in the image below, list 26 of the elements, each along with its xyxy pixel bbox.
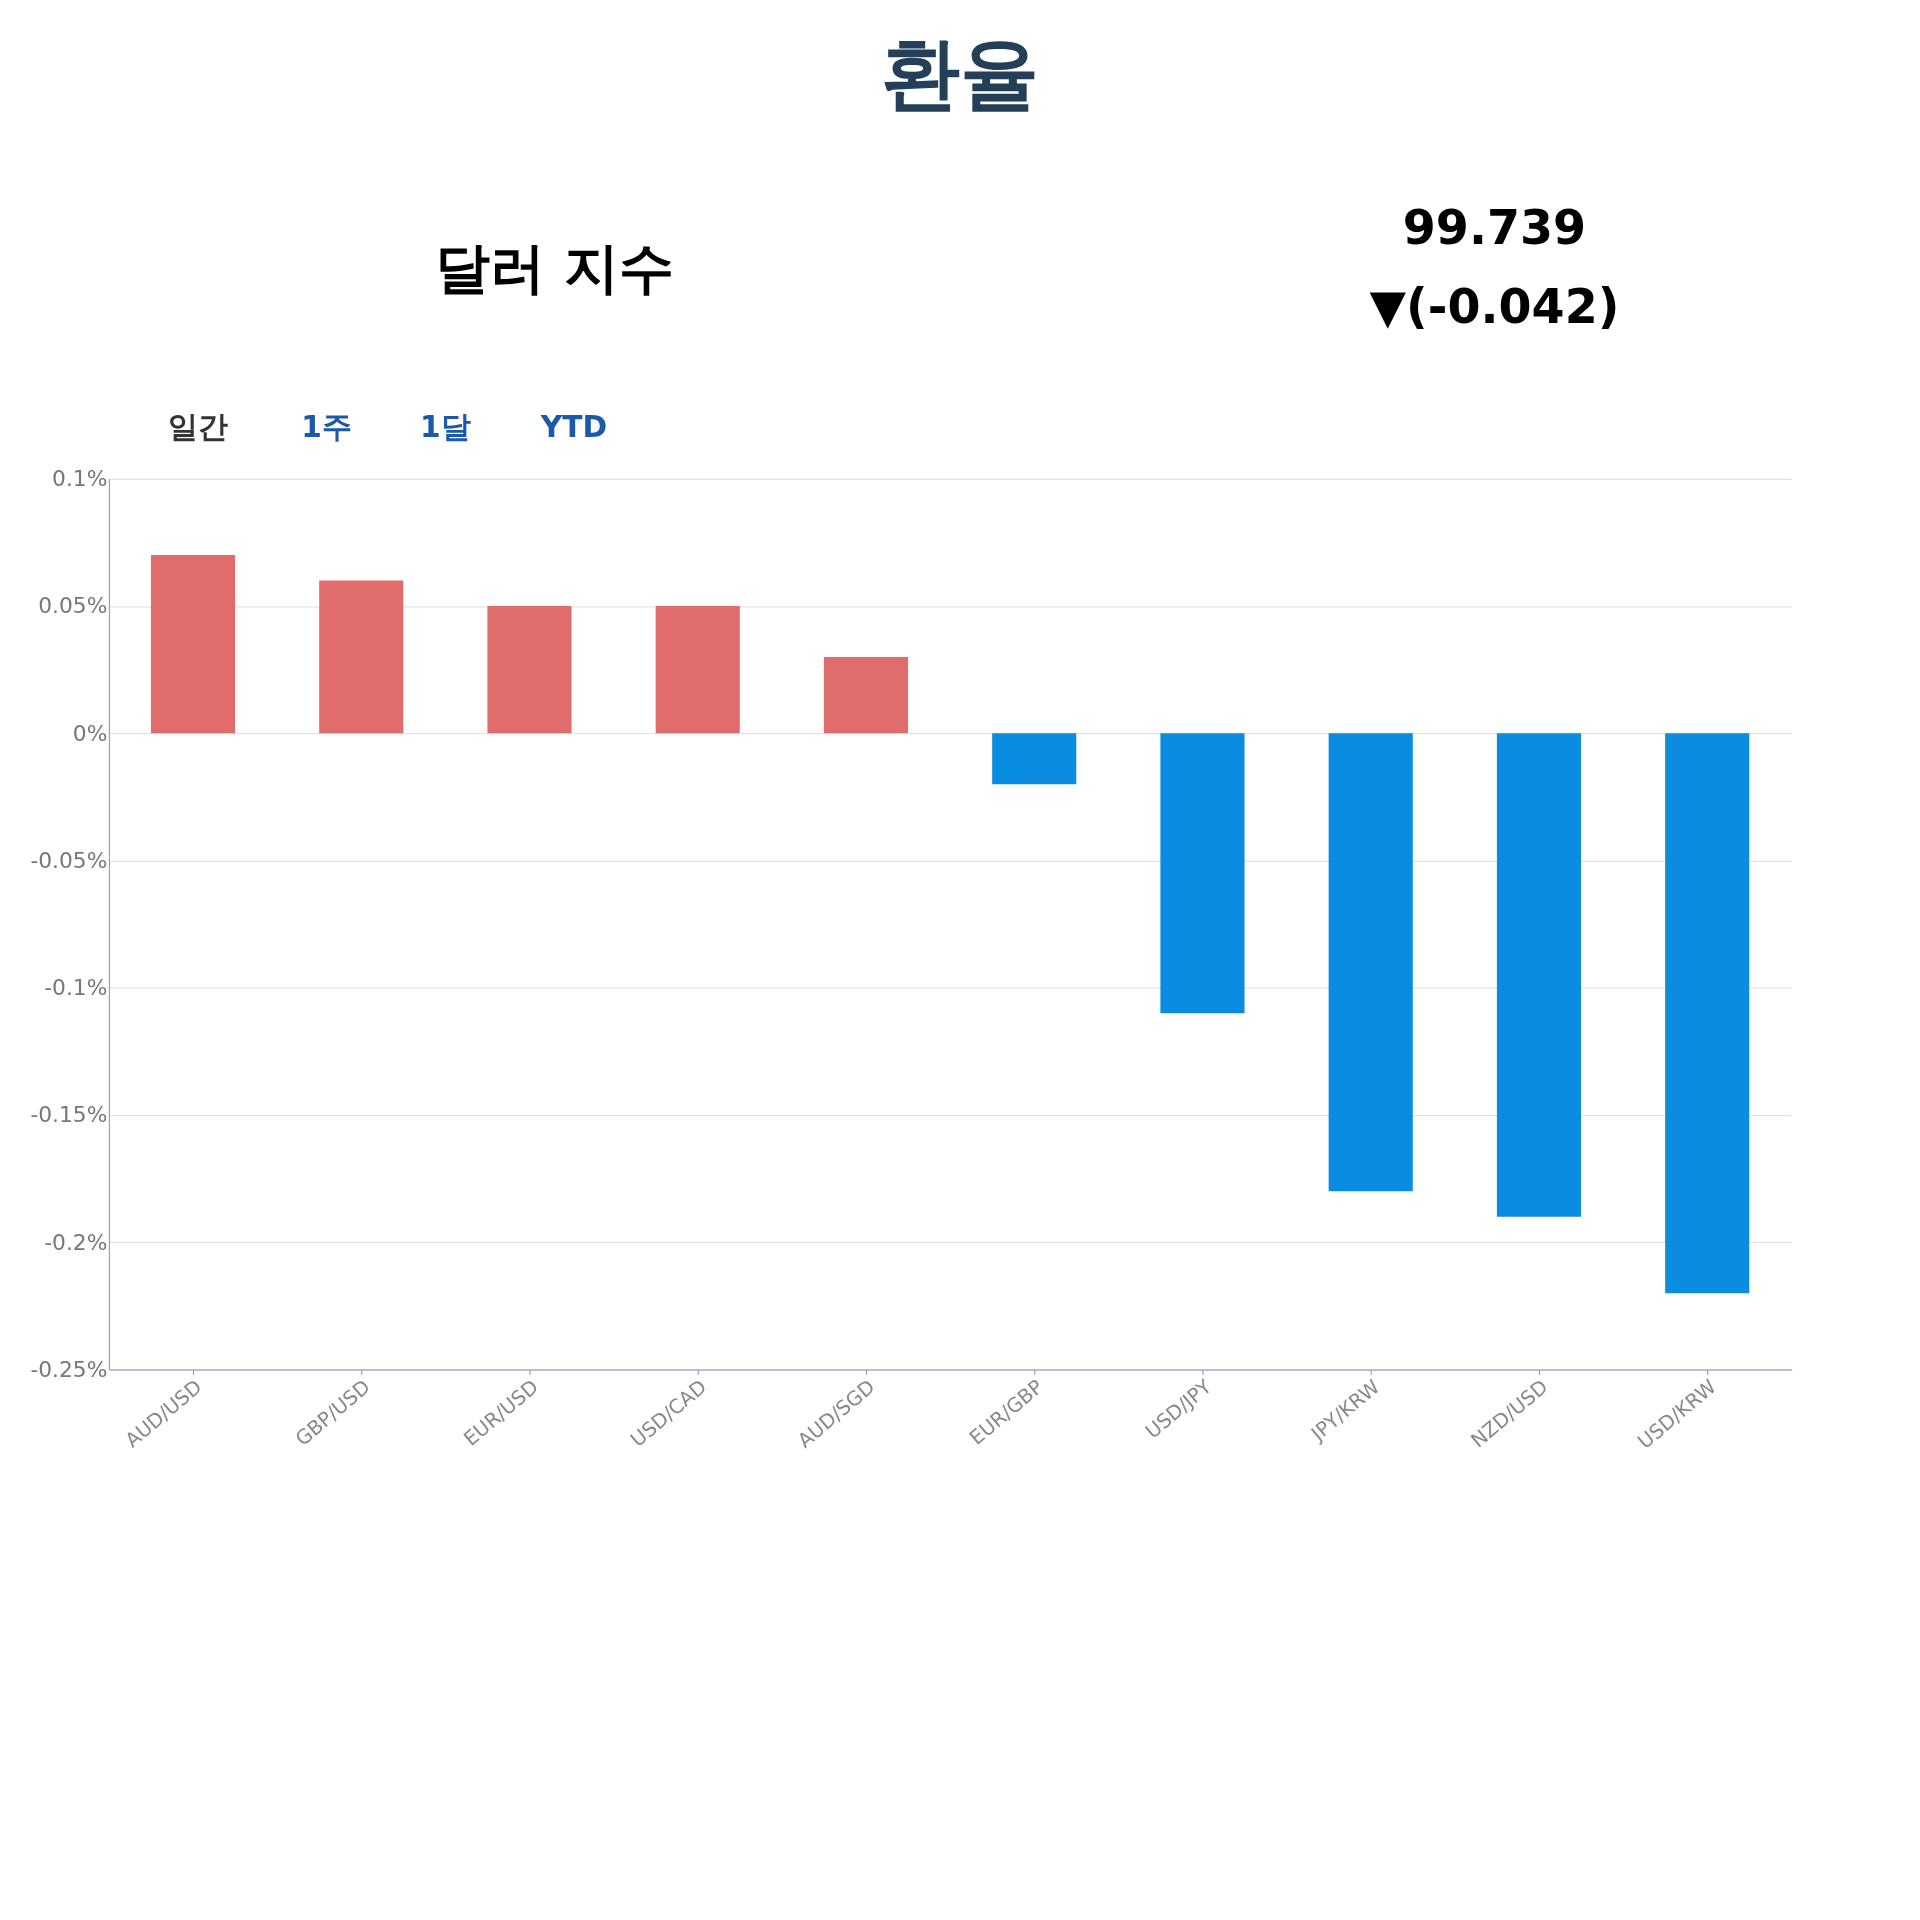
y-tick-label: 0%: [72, 720, 108, 746]
y-tick-label: -0.25%: [30, 1356, 108, 1382]
y-tick-label: -0.1%: [44, 975, 108, 1001]
y-tick-label: 0.1%: [52, 466, 108, 492]
text: YTD: [539, 409, 608, 445]
bar: [823, 656, 909, 734]
bar: [1496, 733, 1582, 1217]
bar: [1665, 733, 1750, 1294]
text: 1달: [420, 409, 471, 445]
bar: [150, 555, 236, 734]
y-tick-label: 0.05%: [38, 593, 108, 619]
y-tick-label: -0.05%: [30, 847, 108, 873]
text: 달러 지수: [434, 235, 674, 300]
bar: [655, 606, 740, 734]
bar: [1160, 733, 1245, 1014]
y-tick-label: -0.15%: [30, 1102, 108, 1128]
chart-title: 환율: [881, 27, 1040, 120]
y-tick-label: -0.2%: [44, 1229, 108, 1255]
bar: [992, 733, 1077, 785]
bar: [319, 580, 404, 734]
bar: [487, 606, 572, 734]
bar: [1328, 733, 1413, 1192]
text: 99.739: [1402, 200, 1587, 256]
text: 1주: [301, 409, 352, 445]
text: ▼(-0.042): [1369, 279, 1620, 335]
text: 일간: [167, 409, 228, 445]
